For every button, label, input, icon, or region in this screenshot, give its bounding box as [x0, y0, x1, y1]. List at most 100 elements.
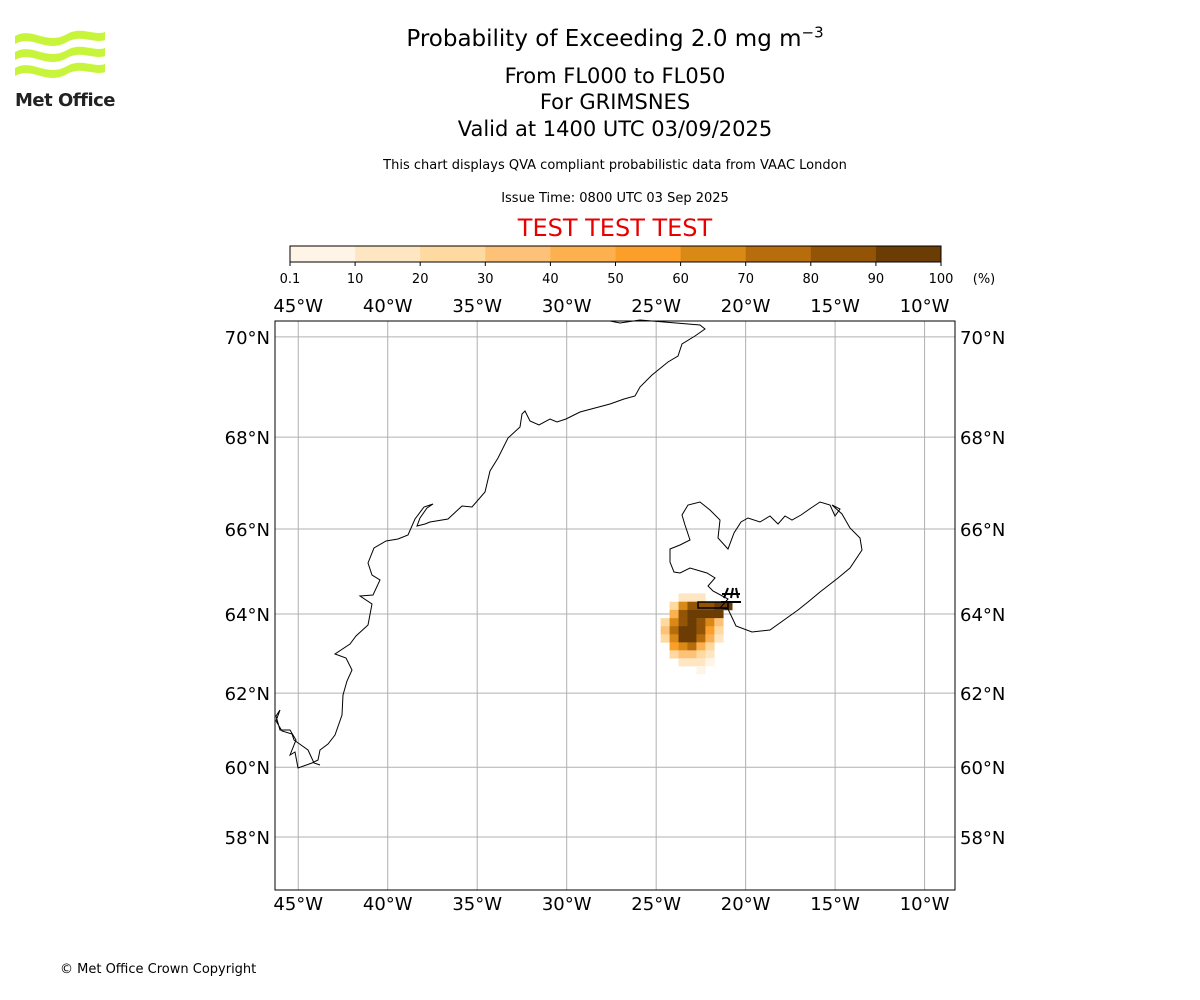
probability-cell	[669, 626, 679, 635]
probability-cell	[696, 609, 706, 619]
probability-cell	[714, 634, 724, 643]
probability-cell	[669, 618, 679, 627]
colorbar-tick-label: 100	[929, 272, 954, 287]
lon-label-top: 15°W	[810, 296, 860, 317]
probability-cell	[678, 650, 688, 659]
probability-cell	[696, 618, 706, 627]
probability-cell	[669, 601, 679, 611]
colorbar-tick-label: 50	[607, 272, 624, 287]
colorbar-cell	[550, 246, 616, 262]
lat-label-left: 70°N	[225, 328, 270, 349]
lat-label-right: 68°N	[960, 428, 1005, 449]
colorbar-tick-label: 70	[737, 272, 754, 287]
lat-label-right: 58°N	[960, 828, 1005, 849]
probability-cell	[696, 658, 706, 667]
colorbar-tick-label: 60	[672, 272, 689, 287]
probability-cell	[687, 650, 697, 659]
lat-label-left: 64°N	[225, 605, 270, 626]
lon-label-bottom: 20°W	[721, 894, 771, 915]
lat-label-right: 62°N	[960, 684, 1005, 705]
iceland-coastline	[669, 501, 863, 633]
lon-label-top: 30°W	[542, 296, 592, 317]
probability-cell	[678, 609, 688, 619]
probability-cell	[660, 618, 670, 627]
map: 45°W 40°W 35°W 30°W 25°W 20°W 15°W 10°W 45°W 40°…	[225, 296, 1006, 915]
probability-cell	[678, 618, 688, 627]
probability-cell	[687, 609, 697, 619]
probability-cell	[714, 626, 724, 635]
logo-wordmark: Met Office	[15, 90, 116, 111]
colorbar-cell	[745, 246, 812, 262]
probability-cell	[678, 626, 688, 635]
lon-label-top: 45°W	[273, 296, 323, 317]
lon-label-bottom: 40°W	[363, 894, 413, 915]
probability-cell	[678, 642, 688, 651]
test-banner: TEST TEST TEST	[517, 214, 713, 242]
colorbar-cell	[875, 246, 942, 262]
lon-label-top: 35°W	[452, 296, 502, 317]
issue-time: Issue Time: 0800 UTC 03 Sep 2025	[501, 191, 729, 206]
volcano-location: For GRIMSNES	[539, 90, 691, 114]
plume-outline	[697, 601, 729, 609]
colorbar-tick-label: 90	[868, 272, 885, 287]
probability-cell	[687, 601, 697, 611]
colorbar-tick-label: 30	[477, 272, 494, 287]
probability-cell	[687, 658, 697, 667]
colorbar-tick-label: 80	[803, 272, 820, 287]
probability-cell	[705, 609, 715, 619]
probability-cell	[687, 593, 697, 602]
colorbar: 0.1 10 20 30 40 50 60 70 80 90 100 (%)	[280, 245, 996, 287]
probability-cell	[714, 618, 724, 627]
lat-label-left: 58°N	[225, 828, 270, 849]
colorbar-cell	[810, 246, 877, 262]
probability-cell	[705, 626, 715, 635]
colorbar-cell	[290, 246, 356, 262]
probability-cell	[669, 650, 679, 659]
colorbar-cell	[615, 246, 682, 262]
probability-cell	[696, 593, 706, 602]
chart-title-text: Probability of Exceeding 2.0 mg m	[406, 26, 802, 52]
colorbar-tick-label: 10	[347, 272, 364, 287]
lon-label-top: 40°W	[363, 296, 413, 317]
probability-cell	[705, 618, 715, 627]
logo-wave-1	[15, 30, 105, 46]
lon-label-top: 10°W	[900, 296, 950, 317]
lon-label-bottom: 10°W	[900, 894, 950, 915]
lon-label-top: 25°W	[631, 296, 681, 317]
probability-cell	[705, 634, 715, 643]
probability-cell	[678, 593, 688, 602]
colorbar-cell	[355, 246, 421, 262]
colorbar-cell	[680, 246, 747, 262]
flight-level-range: From FL000 to FL050	[504, 64, 726, 88]
probability-cell	[696, 634, 706, 643]
probability-cell	[678, 601, 688, 611]
colorbar-cell	[420, 246, 486, 262]
greenland-coastline	[275, 319, 706, 769]
lat-label-right: 60°N	[960, 758, 1005, 779]
probability-cell	[669, 634, 679, 643]
probability-cell	[687, 626, 697, 635]
probability-cell	[714, 601, 724, 611]
probability-cell	[705, 601, 715, 611]
probability-cell	[705, 650, 715, 659]
map-frame	[274, 320, 956, 891]
lat-label-left: 62°N	[225, 684, 270, 705]
lon-label-bottom: 15°W	[810, 894, 860, 915]
probability-cell	[696, 666, 706, 675]
probability-cell	[669, 642, 679, 651]
lat-label-right: 64°N	[960, 605, 1005, 626]
probability-cell	[678, 658, 688, 667]
lon-label-bottom: 45°W	[273, 894, 323, 915]
copyright: © Met Office Crown Copyright	[60, 962, 257, 977]
colorbar-unit-label: (%)	[973, 272, 996, 287]
met-office-logo	[15, 30, 105, 78]
probability-cell	[696, 601, 706, 611]
probability-cell	[714, 609, 724, 619]
disclaimer-text: This chart displays QVA compliant probab…	[383, 158, 847, 173]
probability-cell	[696, 626, 706, 635]
probability-cell	[687, 642, 697, 651]
probability-cell	[660, 626, 670, 635]
colorbar-tick-label: 20	[412, 272, 429, 287]
lon-label-bottom: 35°W	[452, 894, 502, 915]
lon-label-top: 20°W	[721, 296, 771, 317]
